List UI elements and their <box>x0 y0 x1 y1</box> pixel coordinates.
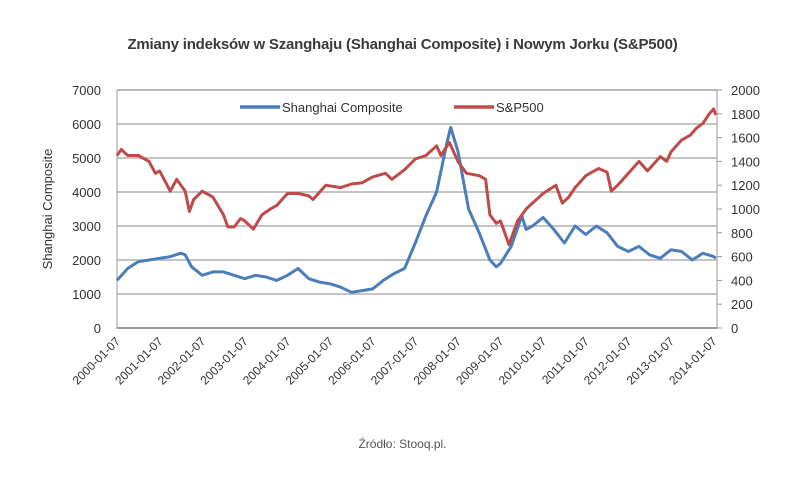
y-tick-label: 3000 <box>72 219 101 234</box>
y-tick-label: 6000 <box>72 117 101 132</box>
y-right-tick-label: 200 <box>731 297 753 312</box>
y-tick-label: 0 <box>94 321 101 336</box>
chart-source: Źródło: Stooq.pl. <box>358 437 447 451</box>
plot-border <box>116 89 718 329</box>
y-right-tick-label: 400 <box>731 273 753 288</box>
y-tick-label: 2000 <box>72 253 101 268</box>
y-tick-label: 4000 <box>72 185 101 200</box>
y-tick-label: 1000 <box>72 287 101 302</box>
y-right-tick-label: 1600 <box>731 131 760 146</box>
y-right-tick-label: 1800 <box>731 107 760 122</box>
y-right-tick-label: 1200 <box>731 178 760 193</box>
legend-label: S&P500 <box>496 100 544 115</box>
series-line-s-p500 <box>115 107 718 247</box>
y-axis-label: Shanghai Composite <box>40 149 55 270</box>
series-line-shanghai-composite <box>115 125 717 294</box>
chart-title: Zmiany indeksów w Szanghaju (Shanghai Co… <box>127 36 678 53</box>
y-tick-label: 7000 <box>72 83 101 98</box>
y-tick-label: 5000 <box>72 151 101 166</box>
y-right-tick-label: 800 <box>731 226 753 241</box>
y-right-tick-label: 0 <box>731 321 738 336</box>
y-right-tick-label: 600 <box>731 250 753 265</box>
y-right-tick-label: 1000 <box>731 202 760 217</box>
y-right-tick-label: 1400 <box>731 154 760 169</box>
legend-label: Shanghai Composite <box>282 100 403 115</box>
y-right-tick-label: 2000 <box>731 83 760 98</box>
